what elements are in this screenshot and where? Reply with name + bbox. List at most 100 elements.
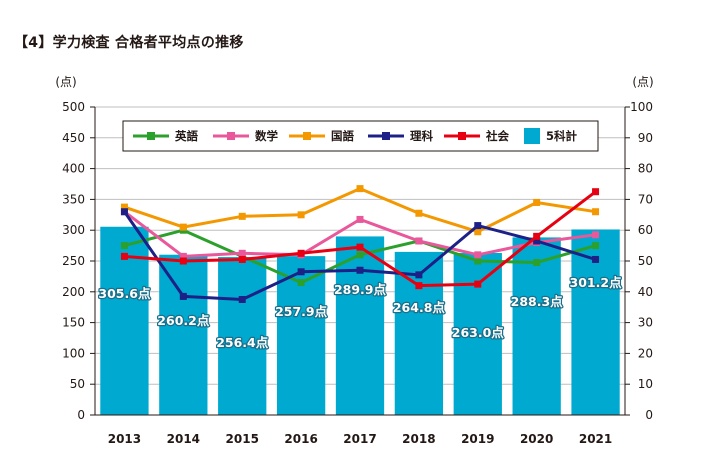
y-tick-label-right: 100 [630,100,653,114]
data-point [120,208,128,216]
legend-marker [382,132,390,140]
y-tick-label-left: 400 [62,162,85,176]
legend-label: 数学 [255,129,278,143]
data-point [120,242,128,250]
x-tick-label: 2015 [226,432,259,446]
y-tick-label-left: 300 [62,223,85,237]
data-point [179,292,187,300]
data-point [238,249,246,257]
bar-value-label: 264.8点 [393,300,446,315]
legend-label: 社会 [485,129,509,143]
data-point [238,296,246,303]
legend-box [122,120,599,152]
y-tick-label-left: 200 [62,285,85,299]
data-point [474,228,482,236]
legend-label: 5科計 [546,129,578,143]
legend-swatch [524,128,540,144]
bar-value-labels: 305.6点 260.2点 256.4点 257.9点 289.9点 264.8点 263.… [97,274,623,352]
bar-value-label: 256.4点 [216,335,269,350]
line-series [120,185,600,303]
legend-marker [227,132,235,140]
data-point [415,282,423,290]
data-point [533,198,541,206]
data-point [415,237,423,245]
bar-value-label: 260.2点 [157,313,210,328]
y-tick-label-right: 80 [638,162,653,176]
legend-marker [303,132,311,140]
x-tick-label: 2013 [108,432,141,446]
data-point [474,222,482,230]
legend: 英語 数学 国語 理科 社会 5科計 [122,120,599,152]
bar-value-label: 288.3点 [511,294,564,309]
y-tick-label-left: 150 [62,316,85,330]
bar-value-label: 263.0点 [452,325,505,340]
data-point [356,185,364,193]
data-point [592,208,600,216]
y-tick-label-left: 100 [62,346,85,360]
data-point [356,215,364,223]
series-line [123,187,596,234]
data-point [356,243,364,251]
data-point [120,203,128,211]
bar [394,251,444,415]
data-point [238,255,246,263]
chart-title: 【4】学力検査 合格者平均点の推移 [14,35,244,51]
y-tick-label-right: 10 [638,377,653,391]
y-tick-label-right: 50 [638,254,653,268]
x-tick-label: 2021 [579,432,612,446]
y-tick-label-right: 70 [638,192,653,206]
axes: 0 50 100 150 200 250 300 350 400 450 500 0 10 20 30 40 5… [62,100,653,446]
y-tick-label-left: 250 [62,254,85,268]
y-tick-label-right: 90 [638,131,653,145]
bar-value-label: 301.2点 [570,275,623,290]
data-point [238,212,246,220]
data-point [592,255,600,263]
x-tick-label: 2014 [167,432,200,446]
data-point [356,251,364,259]
data-point [297,279,305,287]
bar [453,252,502,415]
data-point [179,252,187,260]
x-tick-label: 2018 [402,432,435,446]
data-point [474,251,482,259]
bar-value-label: 289.9点 [334,282,387,297]
y-tick-label-left: 50 [70,377,85,391]
bar [159,254,208,415]
data-point [592,231,600,239]
x-tick-label: 2016 [284,432,317,446]
x-tick-label: 2017 [343,432,376,446]
data-point [415,209,423,217]
y-tick-label-right: 30 [638,316,653,330]
data-point [297,249,305,257]
data-point [533,237,541,245]
x-tick-label: 2019 [461,432,494,446]
data-point [592,242,600,250]
data-point [474,257,482,265]
data-point [297,211,305,219]
data-point [474,280,482,288]
y-axis-label-left: (点) [55,75,76,89]
y-tick-label-left: 500 [62,100,85,114]
data-point [179,257,187,265]
data-point [297,268,305,276]
legend-marker [147,132,155,140]
data-point [179,223,187,231]
data-point [533,259,541,267]
legend-label: 国語 [331,129,354,143]
bar [335,236,385,415]
data-point [592,188,600,196]
bar-value-label: 305.6点 [98,286,151,301]
y-tick-label-left: 0 [77,408,85,422]
y-tick-label-right: 20 [638,346,653,360]
legend-label: 英語 [174,129,198,143]
y-tick-label-right: 40 [638,285,653,299]
y-axis-label-right: (点) [632,75,653,89]
y-tick-label-right: 0 [645,408,653,422]
bar-value-label: 257.9点 [275,304,328,319]
legend-label: 理科 [410,129,433,143]
y-tick-label-left: 350 [62,192,85,206]
data-point [415,271,423,279]
data-point [120,252,128,260]
bar [218,257,267,415]
